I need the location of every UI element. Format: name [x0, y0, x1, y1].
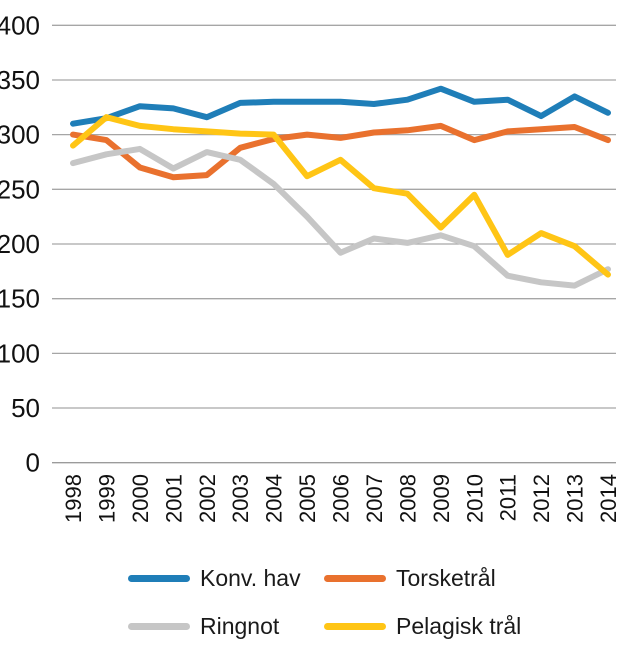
- x-axis-tick-label: 2008: [395, 474, 420, 523]
- x-axis-tick-label: 2004: [262, 474, 287, 523]
- legend-item-ringnot: Ringnot: [128, 612, 279, 640]
- legend-label-torsketral: Torsketrål: [396, 565, 496, 591]
- x-axis-tick-label: 2006: [329, 474, 354, 523]
- chart-legend: Konv. hav Torsketrål Ringnot Pelagisk tr…: [0, 552, 620, 654]
- legend-swatch-ringnot: [128, 622, 190, 630]
- legend-label-pelagisk-tral: Pelagisk trål: [396, 613, 522, 639]
- legend-item-konv-hav: Konv. hav: [128, 564, 301, 592]
- y-axis-tick-label: 350: [0, 65, 40, 95]
- x-axis-tick-label: 2000: [128, 474, 153, 523]
- legend-label-konv-hav: Konv. hav: [200, 565, 301, 591]
- series-line-torsketr-l: [70, 122, 611, 181]
- x-axis-tick-label: 2007: [362, 474, 387, 523]
- legend-item-torsketral: Torsketrål: [324, 564, 496, 592]
- x-axis-tick-label: 2002: [195, 474, 220, 523]
- legend-swatch-torsketral: [324, 574, 386, 582]
- legend-swatch-pelagisk-tral: [324, 622, 386, 630]
- x-axis-tick-label: 2001: [161, 474, 186, 523]
- x-axis-tick-label: 2011: [496, 474, 521, 521]
- series-line-ringnot: [70, 145, 611, 289]
- y-axis-tick-label: 150: [0, 284, 40, 314]
- series-line-konv-hav: [70, 85, 611, 127]
- series-line-pelagisk-tr-l: [70, 114, 611, 278]
- x-axis-tick-label: 2005: [295, 474, 320, 523]
- x-axis-tick-label: 2012: [529, 474, 554, 523]
- legend-label-ringnot: Ringnot: [200, 613, 280, 639]
- x-axis-tick-label: 2009: [429, 474, 454, 523]
- x-axis-tick-label: 2014: [596, 474, 620, 523]
- y-axis-tick-label: 100: [0, 338, 40, 368]
- y-axis-tick-label: 50: [11, 393, 40, 423]
- line-chart-canvas: 0 50 100 150 200 250 300 350 400 1998 1999 2000 2001…: [0, 10, 620, 523]
- x-axis-tick-label: 2013: [563, 474, 588, 523]
- y-axis-tick-label: 200: [0, 229, 40, 259]
- legend-swatch-konv-hav: [128, 574, 190, 582]
- x-axis-tick-label: 2003: [228, 474, 253, 523]
- y-axis-tick-label: 300: [0, 120, 40, 150]
- x-axis-tick-label: 2010: [462, 474, 487, 523]
- x-axis-tick-label: 1999: [94, 474, 119, 523]
- legend-item-pelagisk-tral: Pelagisk trål: [324, 612, 521, 640]
- x-axis-tick-label: 1998: [61, 474, 86, 523]
- y-axis-tick-label: 250: [0, 174, 40, 204]
- y-axis-tick-label: 0: [26, 448, 40, 478]
- y-axis-tick-label: 400: [0, 10, 40, 40]
